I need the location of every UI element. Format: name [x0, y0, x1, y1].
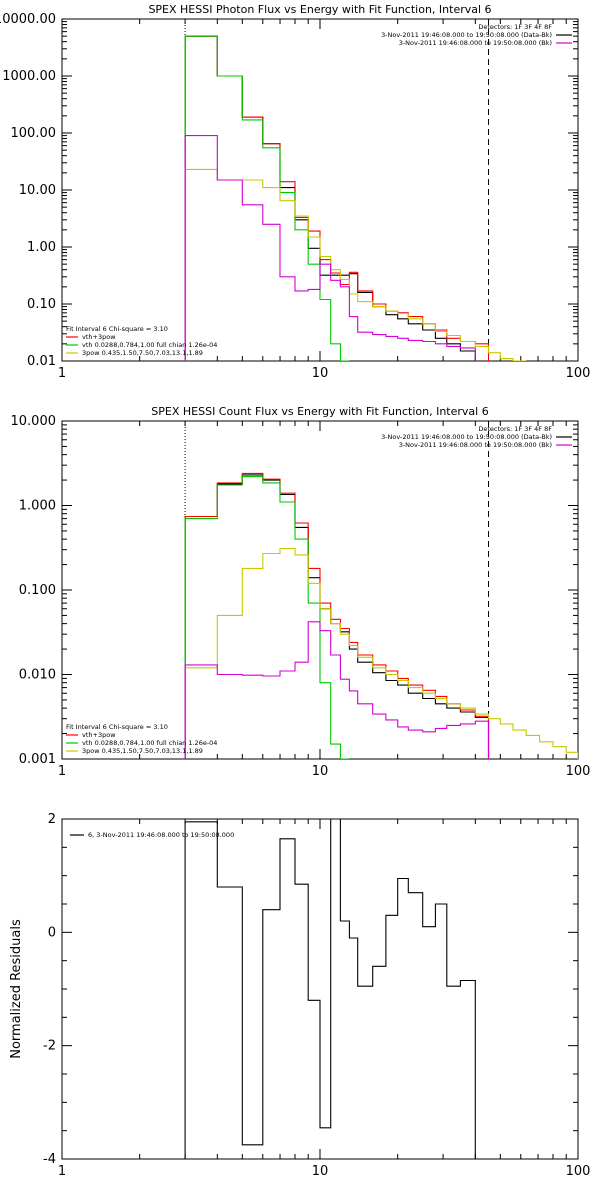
y-tick-label: 0.01	[27, 354, 56, 369]
y-tick-label: 0.001	[19, 752, 56, 767]
legend-entry: 3-Nov-2011 19:46:08.000 to 19:50:08.000 …	[399, 441, 552, 449]
series-vth-3pow	[184, 35, 490, 361]
x-tick-label: 10	[312, 764, 329, 779]
y-tick-label: 10000.00	[0, 12, 56, 27]
y-tick-label: 100.00	[11, 126, 57, 141]
legend-entry: Detectors: 1F 3F 4F 8F	[478, 23, 552, 31]
chart-panel-1: SPEX HESSI Photon Flux vs Energy with Fi…	[0, 3, 590, 381]
y-tick-label: 1.000	[19, 499, 56, 514]
y-tick-label: 10.000	[11, 414, 57, 429]
x-axis-ticks	[61, 19, 579, 361]
chart-title: SPEX HESSI Count Flux vs Energy with Fit…	[151, 405, 488, 418]
y-axis-label: Normalized Residuals	[9, 919, 24, 1059]
legend-entry: vth 0.0288,0.784,1.00 full chian 1.26e-0…	[82, 739, 217, 747]
legend-entry: 3pow 0.435,1.50,7.50,7.03,13.1,1.89	[82, 349, 203, 357]
y-axis-ticks	[62, 420, 578, 760]
legend-entry: 3-Nov-2011 19:46:08.000 to 19:50:08.000 …	[381, 31, 552, 39]
x-tick-label: 100	[566, 366, 591, 381]
chart-panel-2: SPEX HESSI Count Flux vs Energy with Fit…	[11, 405, 591, 779]
legend-entry: vth+3pow	[82, 731, 116, 739]
legend-entry: Fit Interval 6 Chi-square = 3.10	[66, 723, 168, 731]
plot-frame	[61, 18, 579, 362]
series-vth	[184, 35, 350, 361]
legend-entry: Detectors: 1F 3F 4F 8F	[478, 425, 552, 433]
y-tick-label: 2	[48, 812, 56, 827]
y-tick-label: 0.10	[27, 297, 56, 312]
series-vth	[184, 476, 350, 759]
y-axis-ticks	[62, 18, 578, 362]
series-residuals	[184, 819, 476, 1159]
series-bk	[184, 135, 476, 361]
y-axis-ticks	[62, 818, 578, 1160]
y-tick-label: 10.00	[19, 183, 56, 198]
y-tick-label: -2	[43, 1039, 56, 1054]
legend-entry: vth 0.0288,0.784,1.00 full chian 1.26e-0…	[82, 341, 217, 349]
legend-entry: 3-Nov-2011 19:46:08.000 to 19:50:08.000 …	[399, 39, 552, 47]
x-tick-label: 1	[58, 764, 66, 779]
x-tick-label: 100	[566, 764, 591, 779]
x-tick-label: 1	[58, 366, 66, 381]
y-tick-label: 0	[48, 925, 56, 940]
x-tick-label: 100	[566, 1164, 591, 1179]
legend-entry: 3-Nov-2011 19:46:08.000 to 19:50:08.000 …	[381, 433, 552, 441]
legend-entry: 6, 3-Nov-2011 19:46:08.000 to 19:50:08.0…	[88, 831, 234, 839]
series-3pow	[184, 547, 578, 759]
y-tick-label: 1.00	[27, 240, 56, 255]
legend-entry: Fit Interval 6 Chi-square = 3.10	[66, 325, 168, 333]
y-tick-label: 0.010	[19, 668, 56, 683]
legend-entry: 3pow 0.435,1.50,7.50,7.03,13.1,1.89	[82, 747, 203, 755]
chart-title: SPEX HESSI Photon Flux vs Energy with Fi…	[148, 3, 491, 16]
series-bk	[184, 621, 490, 759]
y-tick-label: -4	[43, 1152, 56, 1167]
chart-panel-3: 1 10 100 -4 -2 0 2 Normalized Residuals 6, 3-Nov…	[9, 812, 590, 1179]
series-data-bk	[184, 474, 490, 759]
series-3pow	[184, 168, 527, 361]
x-tick-label: 1	[58, 1164, 66, 1179]
y-tick-label: 0.100	[19, 583, 56, 598]
x-tick-label: 10	[312, 366, 329, 381]
series-vth-3pow	[184, 472, 490, 759]
legend-entry: vth+3pow	[82, 333, 116, 341]
x-tick-label: 10	[312, 1164, 329, 1179]
y-tick-label: 1000.00	[2, 69, 56, 84]
